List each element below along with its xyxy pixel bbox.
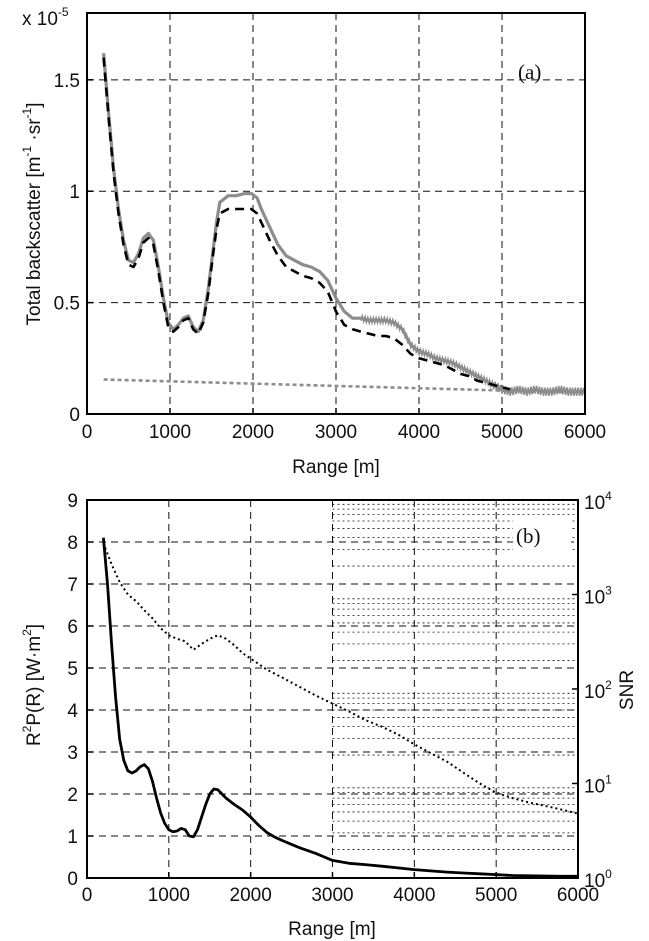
- panel-b-x-tick-label: 4000: [393, 885, 435, 906]
- panel-b-x-tick-label: 2000: [230, 885, 272, 906]
- panel-b-y-axis-label-text: R: [24, 732, 45, 746]
- panel-a-y-tick-label: 1: [69, 182, 80, 203]
- panel-b-y-tick-label: 6: [67, 617, 78, 638]
- panel-a-series-dashed-black-line: [102, 57, 511, 391]
- panel-a-grid: [87, 13, 585, 414]
- panel-a-exponent-label: x 10-5: [22, 5, 69, 30]
- panel-a-y-axis-label: Total backscatter [m-1 ·sr-1]: [20, 102, 45, 325]
- panel-a-series-solid-gray-line: [102, 52, 585, 394]
- panel-b-y-ticks: 0 1 2 3 4 5 6 7 8 9: [67, 491, 93, 890]
- panel-a-x-tick-label: 0: [82, 422, 93, 443]
- panel-b-label: (b): [516, 524, 541, 548]
- panel-b-right-tick-label: 103: [584, 584, 612, 609]
- panel-b-y-tick-label: 1: [67, 827, 78, 848]
- panel-b-y-tick-label: 7: [67, 575, 78, 596]
- panel-b-y-tick-label: 5: [67, 659, 78, 680]
- panel-a-y-tick-label: 1.5: [54, 71, 80, 92]
- panel-a-series: [102, 52, 586, 396]
- panel-a-x-tick-label: 2000: [232, 422, 274, 443]
- panel-a-x-tick-label: 4000: [398, 422, 440, 443]
- panel-b-y-tick-label: 0: [67, 869, 78, 890]
- panel-a-x-tick-label: 6000: [564, 422, 606, 443]
- panel-a-series-dotted-gray-line: [103, 378, 586, 395]
- panel-b-x-tick-label: 5000: [475, 885, 517, 906]
- panel-a-x-tick-label: 3000: [315, 422, 357, 443]
- panel-a-y-tick-label: 0: [69, 405, 80, 426]
- panel-b-x-tick-label: 0: [82, 885, 93, 906]
- panel-b-right-axis-label: SNR: [617, 670, 638, 710]
- panel-b-y-axis-label: R2P(R) [W·m2]: [20, 624, 45, 746]
- panel-b-series-solid-black-line: [102, 537, 578, 878]
- panel-a-x-ticks: 0 1000 2000 3000 4000 5000 6000: [82, 408, 606, 443]
- panel-b-right-ticks: 100 101 102 103 104: [572, 489, 612, 892]
- panel-b-x-axis-label: Range [m]: [288, 919, 376, 940]
- panel-b-right-tick-label: 104: [584, 489, 612, 514]
- panel-b-x-tick-label: 1000: [148, 885, 190, 906]
- panel-a-y-tick-label: 0.5: [54, 294, 80, 315]
- panel-a: 0 1000 2000 3000 4000 5000 6000 0 0.5 1 1.5 x 10-…: [20, 5, 606, 478]
- panel-b-label-bg: [513, 517, 571, 553]
- panel-b-y-tick-label: 3: [67, 743, 78, 764]
- panel-a-exponent-power: -5: [58, 5, 69, 19]
- panel-b: 0 1000 2000 3000 4000 5000 6000 0 1 2 3 4 5 6 7 8 9 100…: [20, 489, 638, 940]
- panel-b-y-tick-label: 4: [67, 701, 78, 722]
- panel-b-y-tick-label: 8: [67, 533, 78, 554]
- panel-b-series: [102, 537, 579, 878]
- panel-a-label: (a): [518, 60, 541, 84]
- panel-b-x-tick-label: 3000: [311, 885, 353, 906]
- panel-b-grid: [87, 500, 578, 878]
- panel-a-x-tick-label: 5000: [481, 422, 523, 443]
- panel-b-y-tick-label: 2: [67, 785, 78, 806]
- panel-b-y-tick-label: 9: [67, 491, 78, 512]
- panel-b-x-tick-label: 6000: [557, 885, 599, 906]
- panel-b-right-tick-label: 101: [584, 773, 612, 798]
- panel-b-right-tick-label: 102: [584, 678, 612, 703]
- panel-a-noise-texture: [360, 313, 585, 396]
- panel-b-series-dotted-black-line: [102, 542, 579, 815]
- panel-a-y-ticks: 0 0.5 1 1.5: [54, 71, 93, 426]
- panel-b-x-ticks: 0 1000 2000 3000 4000 5000 6000: [82, 872, 599, 906]
- panel-b-right-tick-label: 100: [584, 867, 612, 892]
- panel-a-y-axis-label-text: Total backscatter [m: [24, 157, 45, 326]
- panel-a-x-tick-label: 1000: [149, 422, 191, 443]
- panel-a-x-axis-label: Range [m]: [292, 457, 380, 478]
